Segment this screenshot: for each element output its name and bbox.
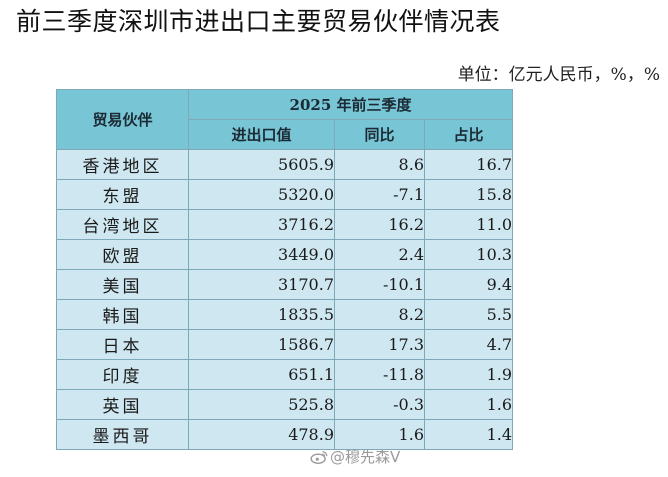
share-percent: 11.0 [423,209,514,240]
column-header-yoy: 同比 [334,119,425,150]
yoy-change: 8.2 [334,299,425,330]
table-row: 墨西哥 478.9 1.6 1.4 [56,419,514,450]
table-row: 日本 1586.7 17.3 4.7 [56,329,514,360]
share-percent: 5.5 [423,299,514,330]
period-header: 2025 年前三季度 [187,89,514,120]
share-percent: 1.6 [423,389,514,420]
trade-value: 3170.7 [188,269,335,300]
partner-name: 墨西哥 [56,419,189,450]
table-row: 韩国 1835.5 8.2 5.5 [56,299,514,330]
share-percent: 10.3 [423,239,514,270]
trade-value: 525.8 [188,389,335,420]
column-header-value: 进出口值 [188,119,335,150]
trade-value: 3716.2 [188,209,335,240]
page-title: 前三季度深圳市进出口主要贸易伙伴情况表 [16,7,501,36]
partner-name: 美国 [56,269,189,300]
trade-partners-table: 贸易伙伴 2025 年前三季度 进出口值 同比 占比 香港地区 5605.9 8… [56,89,514,450]
share-percent: 1.4 [423,419,514,450]
share-percent: 1.9 [423,359,514,390]
trade-value: 1586.7 [188,329,335,360]
trade-value: 651.1 [188,359,335,390]
yoy-change: 16.2 [334,209,425,240]
share-percent: 9.4 [423,269,514,300]
yoy-change: -11.8 [334,359,425,390]
yoy-change: 1.6 [334,419,425,450]
partner-name: 香港地区 [56,149,189,180]
partner-name: 英国 [56,389,189,420]
yoy-change: -0.3 [334,389,425,420]
trade-value: 1835.5 [188,299,335,330]
weibo-icon [310,451,328,464]
yoy-change: -10.1 [334,269,425,300]
partner-name: 东盟 [56,179,189,210]
yoy-change: 8.6 [334,149,425,180]
column-header-share: 占比 [423,119,514,150]
yoy-change: 17.3 [334,329,425,360]
partner-name: 韩国 [56,299,189,330]
table-body: 香港地区 5605.9 8.6 16.7 东盟 5320.0 -7.1 15.8… [56,149,514,450]
trade-value: 5605.9 [188,149,335,180]
trade-value: 3449.0 [188,239,335,270]
partner-name: 台湾地区 [56,209,189,240]
table-row: 台湾地区 3716.2 16.2 11.0 [56,209,514,240]
table-row: 英国 525.8 -0.3 1.6 [56,389,514,420]
yoy-change: -7.1 [334,179,425,210]
share-percent: 16.7 [423,149,514,180]
partner-column-header: 贸易伙伴 [56,89,189,150]
share-percent: 15.8 [423,179,514,210]
table-row: 印度 651.1 -11.8 1.9 [56,359,514,390]
table-row: 东盟 5320.0 -7.1 15.8 [56,179,514,210]
table-row: 欧盟 3449.0 2.4 10.3 [56,239,514,270]
share-percent: 4.7 [423,329,514,360]
watermark: @穆先森V [310,446,400,467]
partner-name: 日本 [56,329,189,360]
partner-name: 印度 [56,359,189,390]
table-row: 美国 3170.7 -10.1 9.4 [56,269,514,300]
partner-name: 欧盟 [56,239,189,270]
unit-label: 单位：亿元人民币，%，% [457,65,660,85]
trade-value: 478.9 [188,419,335,450]
trade-value: 5320.0 [188,179,335,210]
watermark-text: @穆先森V [330,448,401,466]
yoy-change: 2.4 [334,239,425,270]
table-row: 香港地区 5605.9 8.6 16.7 [56,149,514,180]
